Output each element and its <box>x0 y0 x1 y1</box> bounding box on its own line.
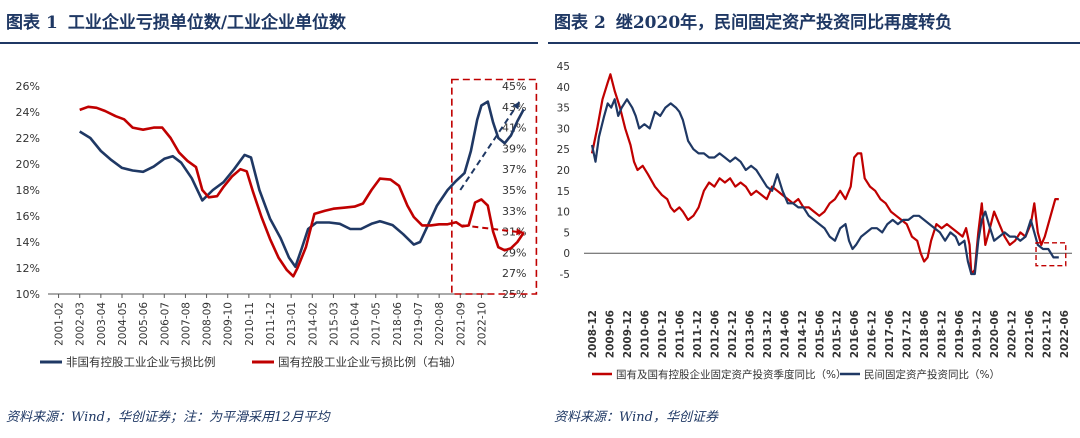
y-tick-right: 39% <box>502 142 526 155</box>
x-tick-label: 2013-06 <box>744 310 756 358</box>
x-tick-label: 2012-06 <box>709 310 721 358</box>
y-tick-left: 22% <box>16 132 40 145</box>
y-tick-right: 29% <box>502 246 526 259</box>
x-tick-label: 2021-12 <box>1042 310 1054 358</box>
x-tick-label: 2010-11 <box>244 302 256 346</box>
x-tick-label: 2016-06 <box>849 310 861 358</box>
chart-panel-2: 图表 2 继2020年，民间固定资产投资同比再度转负 -5 0 5 10 15 20 25 30 3… <box>548 0 1080 438</box>
chart-title: 图表 2 继2020年，民间固定资产投资同比再度转负 <box>554 13 953 33</box>
y-tick-right: 35% <box>502 184 526 197</box>
x-tick-label: 2009-12 <box>622 310 634 358</box>
y-tick: 20 <box>557 165 570 177</box>
x-tick-label: 2018-06 <box>919 310 931 358</box>
y-tick-left: 20% <box>16 158 40 171</box>
y-tick-right: 43% <box>502 101 526 114</box>
y-tick-left: 14% <box>16 236 40 249</box>
x-tick-label: 2021-09 <box>455 302 467 346</box>
x-tick-label: 2007-08 <box>180 302 192 346</box>
x-tick-label: 2003-04 <box>96 302 108 346</box>
legend-label: 民间固定资产投资同比（%） <box>864 368 1000 381</box>
trend-arrowhead <box>516 228 524 236</box>
chart-2-plot: -5 0 5 10 15 20 25 30 35 40 45 2008-12 2009-06 2009-1… <box>557 61 1072 381</box>
source-note: 资料来源：Wind，华创证券 <box>554 410 718 425</box>
x-tick-label: 2002-03 <box>75 302 87 346</box>
x-tick-label: 2015-06 <box>814 310 826 358</box>
trend-arrowhead <box>512 101 520 110</box>
x-tick-label: 2015-12 <box>832 310 844 358</box>
x-tick-label: 2018-06 <box>392 302 404 346</box>
x-tick-label: 2021-06 <box>1024 310 1036 358</box>
title-rule <box>0 42 538 44</box>
source-note: 资料来源：Wind，华创证券；注：为平滑采用12月平均 <box>6 410 330 425</box>
x-tick-label: 2004-05 <box>117 302 129 346</box>
x-tick-label: 2008-09 <box>202 302 214 346</box>
x-tick-label: 2006-07 <box>159 302 171 346</box>
x-tick-label: 2019-12 <box>972 310 984 358</box>
x-tick-label: 2019-07 <box>413 302 425 346</box>
y-tick: 30 <box>557 123 570 135</box>
x-tick-label: 2020-06 <box>989 310 1001 358</box>
series-line-2 <box>590 98 1059 276</box>
y-tick: 40 <box>557 82 570 94</box>
y-tick-right: 27% <box>502 267 526 280</box>
trend-line-1 <box>459 101 521 191</box>
x-tick-label: 2016-12 <box>867 310 879 358</box>
x-tick-label: 2001-02 <box>54 302 66 346</box>
x-tick-label: 2010-06 <box>639 310 651 358</box>
y-tick: 45 <box>557 61 570 73</box>
chart-title: 图表 1 工业企业亏损单位数/工业企业单位数 <box>6 13 347 33</box>
x-tick-label: 2020-08 <box>434 302 446 346</box>
x-tick-label: 2005-06 <box>138 302 150 346</box>
x-tick-label: 2018-12 <box>937 310 949 358</box>
y-tick: 10 <box>557 207 570 219</box>
y-tick: 35 <box>557 103 570 115</box>
x-tick-label: 2014-12 <box>797 310 809 358</box>
series-line-1 <box>79 100 525 268</box>
y-tick: -5 <box>560 269 570 281</box>
x-tick-label: 2016-04 <box>350 302 362 346</box>
y-tick: 5 <box>563 227 570 239</box>
series-line-1 <box>590 73 1059 276</box>
highlight-box <box>1035 242 1067 267</box>
y-tick-right: 37% <box>502 163 526 176</box>
x-tick-label: 2011-06 <box>674 310 686 358</box>
legend-label: 非国有控股工业企业亏损比例 <box>66 355 216 369</box>
x-tick-label: 2011-12 <box>692 310 704 358</box>
x-tick-label: 2008-12 <box>587 310 599 358</box>
chart-panel-1: 图表 1 工业企业亏损单位数/工业企业单位数 10% 12% 14% 16% 18% 20% 2… <box>0 0 538 438</box>
y-tick-left: 26% <box>16 80 40 93</box>
x-tick-label: 2009-10 <box>223 302 235 346</box>
y-tick-right: 33% <box>502 205 526 218</box>
legend-label: 国有控股工业企业亏损比例（右轴） <box>278 355 462 369</box>
x-tick-label: 2009-06 <box>604 310 616 358</box>
y-tick: 0 <box>563 248 570 260</box>
x-tick-label: 2017-06 <box>884 310 896 358</box>
x-tick-label: 2022-10 <box>476 302 488 346</box>
x-tick-label: 2011-12 <box>265 302 277 346</box>
x-tick-label: 2014-06 <box>779 310 791 358</box>
x-tick-label: 2012-12 <box>727 310 739 358</box>
x-tick-label: 2013-12 <box>762 310 774 358</box>
y-tick-left: 10% <box>16 288 40 301</box>
legend-label: 国有及国有控股企业固定资产投资季度同比（%） <box>616 368 846 381</box>
x-tick-label: 2019-06 <box>954 310 966 358</box>
y-tick-left: 12% <box>16 262 40 275</box>
trend-line-2 <box>462 224 524 234</box>
x-tick-label: 2014-02 <box>307 302 319 346</box>
y-tick: 25 <box>557 144 570 156</box>
x-tick-label: 2010-12 <box>657 310 669 358</box>
y-tick-left: 18% <box>16 184 40 197</box>
chart-1-plot: 10%12%14%16%18%20%22%24%26%25%27%29%31%3… <box>16 78 538 369</box>
y-tick-left: 24% <box>16 106 40 119</box>
x-tick-label: 2020-12 <box>1007 310 1019 358</box>
x-tick-label: 2022-06 <box>1059 310 1071 358</box>
y-tick: 15 <box>557 186 570 198</box>
x-tick-label: 2017-05 <box>371 302 383 346</box>
x-tick-label: 2015-03 <box>328 302 340 346</box>
y-tick-left: 16% <box>16 210 40 223</box>
x-tick-label: 2017-12 <box>902 310 914 358</box>
y-tick-right: 45% <box>502 80 526 93</box>
title-rule <box>548 42 1080 44</box>
x-tick-label: 2013-01 <box>286 302 298 346</box>
